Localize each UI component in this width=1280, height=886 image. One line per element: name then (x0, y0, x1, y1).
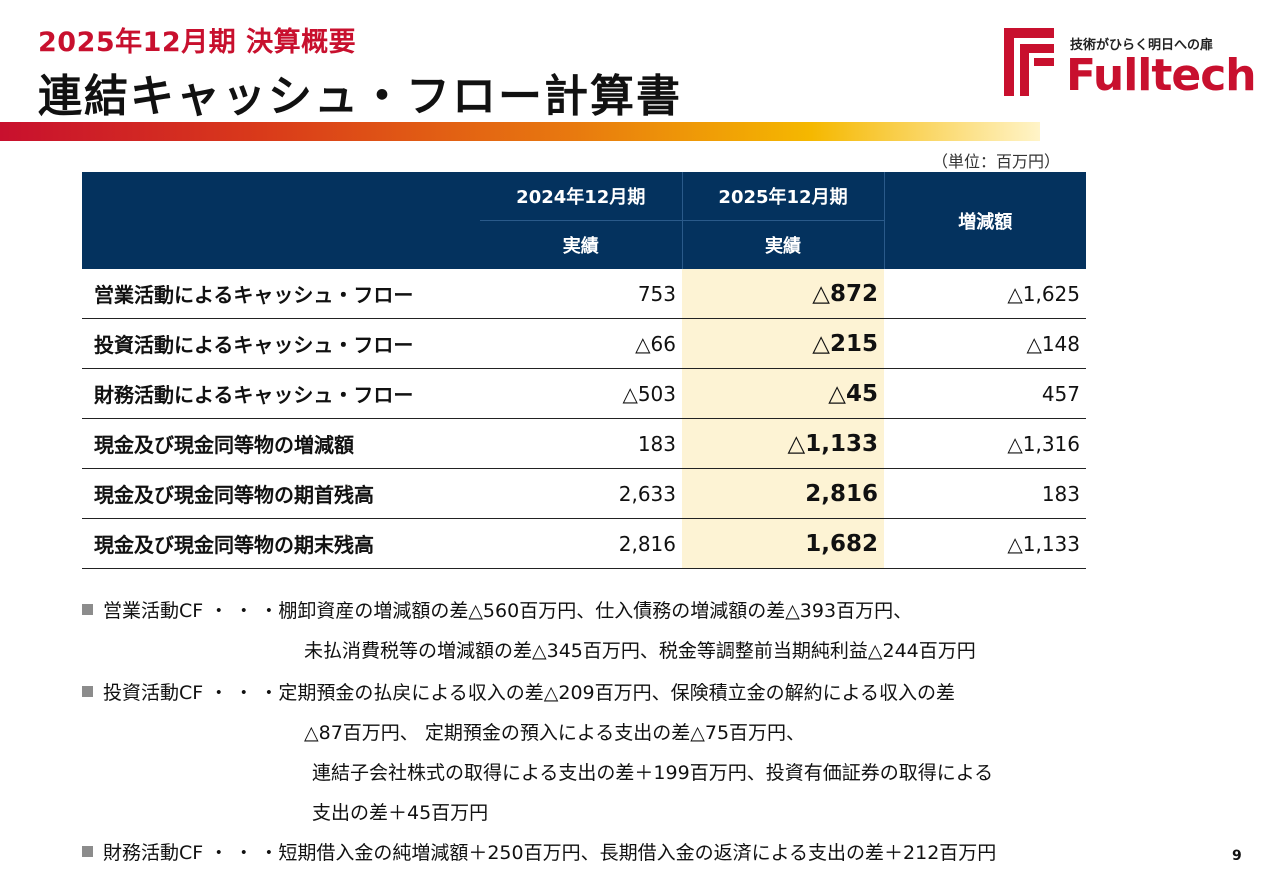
square-bullet-icon (82, 604, 93, 615)
title-gradient-bar (0, 122, 1040, 141)
logo-tagline: 技術がひらく明日への扉 (1070, 38, 1214, 53)
row-label: 投資活動によるキャッシュ・フロー (82, 318, 480, 369)
table-row: 現金及び現金同等物の期首残高 2,633 2,816 183 (82, 468, 1086, 519)
note-investing-line4: 支出の差＋45百万円 (312, 802, 489, 824)
note-operating: 営業活動CF ・ ・ ・棚卸資産の増減額の差△560百万円、仕入債務の増減額の差… (82, 596, 912, 623)
curr-value: △1,133 (682, 418, 884, 469)
header-prev-period: 2024年12月期 (480, 172, 682, 221)
prev-value: △66 (480, 318, 682, 369)
square-bullet-icon (82, 846, 93, 857)
note-operating-line1: 営業活動CF ・ ・ ・棚卸資産の増減額の差△560百万円、仕入債務の増減額の差… (103, 600, 913, 622)
fulltech-logo-mark-icon (1004, 28, 1054, 96)
prev-value: 2,633 (480, 468, 682, 519)
note-investing-line1: 投資活動CF ・ ・ ・定期預金の払戻による収入の差△209百万円、保険積立金の… (103, 682, 956, 704)
note-operating-line2: 未払消費税等の増減額の差△345百万円、税金等調整前当期純利益△244百万円 (304, 640, 976, 662)
change-value: △1,316 (884, 418, 1086, 469)
curr-value: 2,816 (682, 468, 884, 519)
table-row: 現金及び現金同等物の増減額 183 △1,133 △1,316 (82, 418, 1086, 469)
table-row: 財務活動によるキャッシュ・フロー △503 △45 457 (82, 368, 1086, 419)
change-value: 183 (884, 468, 1086, 519)
page-subtitle: 2025年12月期 決算概要 (38, 27, 357, 58)
page-number: 9 (1232, 848, 1242, 864)
prev-value: 753 (480, 269, 682, 319)
header-change: 増減額 (883, 172, 1086, 269)
curr-value: △872 (682, 269, 884, 319)
table-row: 現金及び現金同等物の期末残高 2,816 1,682 △1,133 (82, 518, 1086, 569)
note-investing-line3: 連結子会社株式の取得による支出の差＋199百万円、投資有価証券の取得による (312, 762, 994, 784)
row-label: 財務活動によるキャッシュ・フロー (82, 368, 480, 419)
curr-value: △215 (682, 318, 884, 369)
header-blank (82, 172, 480, 269)
change-value: △1,625 (884, 269, 1086, 319)
row-label: 現金及び現金同等物の増減額 (82, 418, 480, 469)
page-title: 連結キャッシュ・フロー計算書 (38, 71, 682, 122)
note-financing-line1: 財務活動CF ・ ・ ・短期借入金の純増減額＋250百万円、長期借入金の返済によ… (103, 842, 997, 864)
change-value: 457 (884, 368, 1086, 419)
change-value: △1,133 (884, 518, 1086, 569)
logo-wordmark: Fulltech (1066, 50, 1257, 101)
header-prev-actual: 実績 (480, 220, 682, 269)
unit-note: （単位：百万円） (932, 152, 1061, 171)
company-logo: 技術がひらく明日への扉 Fulltech (1000, 22, 1257, 102)
prev-value: 2,816 (480, 518, 682, 569)
row-label: 現金及び現金同等物の期首残高 (82, 468, 480, 519)
table-row: 投資活動によるキャッシュ・フロー △66 △215 △148 (82, 318, 1086, 369)
note-investing-line2: △87百万円、 定期預金の預入による支出の差△75百万円、 (304, 722, 806, 744)
square-bullet-icon (82, 686, 93, 697)
note-investing: 投資活動CF ・ ・ ・定期預金の払戻による収入の差△209百万円、保険積立金の… (82, 678, 955, 705)
note-financing: 財務活動CF ・ ・ ・短期借入金の純増減額＋250百万円、長期借入金の返済によ… (82, 838, 996, 865)
row-label: 営業活動によるキャッシュ・フロー (82, 269, 480, 319)
prev-value: 183 (480, 418, 682, 469)
curr-value: △45 (682, 368, 884, 419)
table-row: 営業活動によるキャッシュ・フロー 753 △872 △1,625 (82, 269, 1086, 319)
curr-value: 1,682 (682, 518, 884, 569)
prev-value: △503 (480, 368, 682, 419)
header-curr-period: 2025年12月期 (681, 172, 884, 221)
change-value: △148 (884, 318, 1086, 369)
row-label: 現金及び現金同等物の期末残高 (82, 518, 480, 569)
header-curr-actual: 実績 (681, 220, 884, 269)
cash-flow-table: 2024年12月期 2025年12月期 増減額 実績 実績 営業活動によるキャッ… (82, 172, 1086, 569)
